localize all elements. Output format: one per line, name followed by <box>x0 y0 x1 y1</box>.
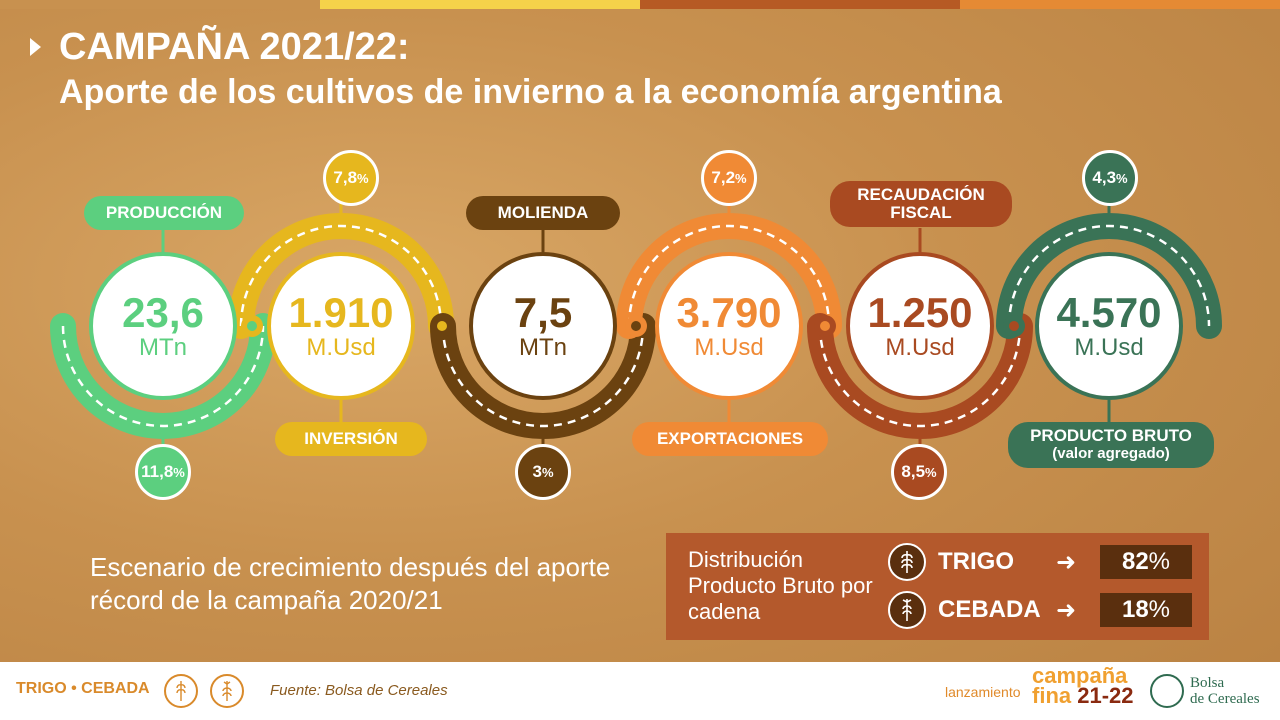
label-line: FISCAL <box>890 203 952 222</box>
metric-circle-inversion: 1.910 M.Usd <box>267 252 415 400</box>
joint-dot-inner <box>1009 321 1019 331</box>
metric-circle-molienda: 7,5 MTn <box>469 252 617 400</box>
distribution-row-trigo: TRIGO ➜ 82% <box>888 541 1192 583</box>
distribution-row-cebada: CEBADA ➜ 18% <box>888 589 1192 631</box>
pct-symbol: % <box>925 464 937 480</box>
metric-unit: M.Usd <box>885 334 955 361</box>
joint-dot-inner <box>437 321 447 331</box>
barley-logo-icon <box>210 674 244 708</box>
arrow-right-icon: ➜ <box>1056 548 1077 576</box>
top-bar-segment <box>960 0 1280 9</box>
pct-badge-inversion: 7,8% <box>323 150 379 206</box>
triangle-bullet-icon <box>30 38 41 56</box>
ring-arc-dash <box>627 224 831 327</box>
pct-value: 3 <box>532 462 542 481</box>
pct-badge-molienda: 3% <box>515 444 571 500</box>
pct-symbol: % <box>173 464 185 480</box>
top-color-bar <box>0 0 1280 9</box>
pct-badge-recaudacion: 8,5% <box>891 444 947 500</box>
bolsa-line-2: de Cereales <box>1190 691 1260 707</box>
pct-symbol: % <box>1148 548 1171 575</box>
page-title: CAMPAÑA 2021/22: Aporte de los cultivos … <box>30 24 1002 114</box>
metric-circle-exportaciones: 3.790 M.Usd <box>655 252 803 400</box>
ring-arc-dash <box>1007 224 1211 327</box>
metric-circle-recaudacion: 1.250 M.Usd <box>846 252 994 400</box>
metric-circle-produccion: 23,6 MTn <box>89 252 237 400</box>
top-bar-segment <box>0 0 320 9</box>
joint-dot-inner <box>820 321 830 331</box>
metric-unit: M.Usd <box>306 334 376 361</box>
brand-trigo-cebada: TRIGO • CEBADA <box>16 680 150 697</box>
arrow-right-icon: ➜ <box>1056 596 1077 624</box>
pct-symbol: % <box>1116 170 1128 186</box>
label-inversion: INVERSIÓN <box>275 422 427 456</box>
metric-value: 7,5 <box>513 289 573 336</box>
bolsa-de-cereales-logo-icon <box>1150 674 1184 708</box>
campana-line-2a: fina <box>1032 683 1078 708</box>
metric-unit: M.Usd <box>1074 334 1144 361</box>
lanzamiento-text: lanzamiento <box>945 684 1021 700</box>
label-line: (valor agregado) <box>1052 445 1170 462</box>
pct-badge-produccion: 11,8% <box>135 444 191 500</box>
ring-arc-dash <box>61 325 265 428</box>
crop-share: 18% <box>1100 593 1192 627</box>
metric-value: 1.250 <box>867 289 973 336</box>
source-credit: Fuente: Bolsa de Cereales <box>270 682 448 699</box>
pct-badge-producto-bruto: 4,3% <box>1082 150 1138 206</box>
metric-unit: MTn <box>139 334 187 361</box>
metric-unit: MTn <box>519 334 567 361</box>
label-producto-bruto: PRODUCTO BRUTO (valor agregado) <box>1008 422 1214 468</box>
bolsa-line-1: Bolsa <box>1190 675 1225 691</box>
label-molienda: MOLIENDA <box>466 196 620 230</box>
metric-value: 4.570 <box>1056 289 1162 336</box>
bolsa-de-cereales-name: Bolsa de Cereales <box>1190 675 1260 707</box>
crop-share: 82% <box>1100 545 1192 579</box>
crop-share-value: 18 <box>1121 596 1149 623</box>
label-line: RECAUDACIÓN <box>857 185 985 204</box>
pct-badge-exportaciones: 7,2% <box>701 150 757 206</box>
pct-symbol: % <box>357 170 369 186</box>
pct-symbol: % <box>541 464 554 480</box>
pct-value: 4,3 <box>1092 168 1117 187</box>
pct-symbol: % <box>1148 596 1171 623</box>
metric-circle-producto-bruto: 4.570 M.Usd <box>1035 252 1183 400</box>
top-bar-segment <box>640 0 960 9</box>
label-produccion: PRODUCCIÓN <box>84 196 244 230</box>
metric-value: 1.910 <box>288 289 394 336</box>
campana-fina-logo: campaña fina 21-22 <box>1032 663 1134 708</box>
ring-arc-dash <box>441 325 645 428</box>
joint-dot-inner <box>247 321 257 331</box>
wheat-logo-icon <box>164 674 198 708</box>
ring-arc-dash <box>818 325 1022 428</box>
label-exportaciones: EXPORTACIONES <box>632 422 828 456</box>
wheat-icon <box>888 543 926 581</box>
distribution-box: Distribución Producto Bruto por cadena T… <box>666 533 1209 640</box>
crop-name: CEBADA <box>938 596 1041 623</box>
label-recaudacion-fiscal: RECAUDACIÓN FISCAL <box>830 181 1012 227</box>
title-line-2: Aporte de los cultivos de invierno a la … <box>59 73 1002 111</box>
campana-line-1: campaña <box>1032 663 1128 688</box>
scenario-text: Escenario de crecimiento después del apo… <box>90 552 611 615</box>
title-line-1: CAMPAÑA 2021/22: <box>59 26 410 68</box>
pct-value: 11,8 <box>141 462 174 481</box>
joint-dot-inner <box>631 321 641 331</box>
pct-symbol: % <box>735 170 747 186</box>
pct-value: 7,2 <box>711 168 736 187</box>
crop-share-value: 82 <box>1121 548 1149 575</box>
pct-value: 7,8 <box>333 168 358 187</box>
metric-value: 23,6 <box>122 289 204 336</box>
crop-name: TRIGO <box>938 548 1014 575</box>
label-line: PRODUCTO BRUTO <box>1030 426 1192 445</box>
distribution-label: Distribución Producto Bruto por cadena <box>688 547 873 624</box>
ring-arc-dash <box>239 224 443 327</box>
metric-unit: M.Usd <box>694 334 764 361</box>
footer: TRIGO • CEBADA Fuente: Bolsa de Cereales… <box>0 662 1280 720</box>
pct-value: 8,5 <box>901 462 926 481</box>
metric-value: 3.790 <box>676 289 782 336</box>
barley-icon <box>888 591 926 629</box>
top-bar-segment <box>320 0 640 9</box>
campana-line-2b: 21-22 <box>1077 683 1134 708</box>
